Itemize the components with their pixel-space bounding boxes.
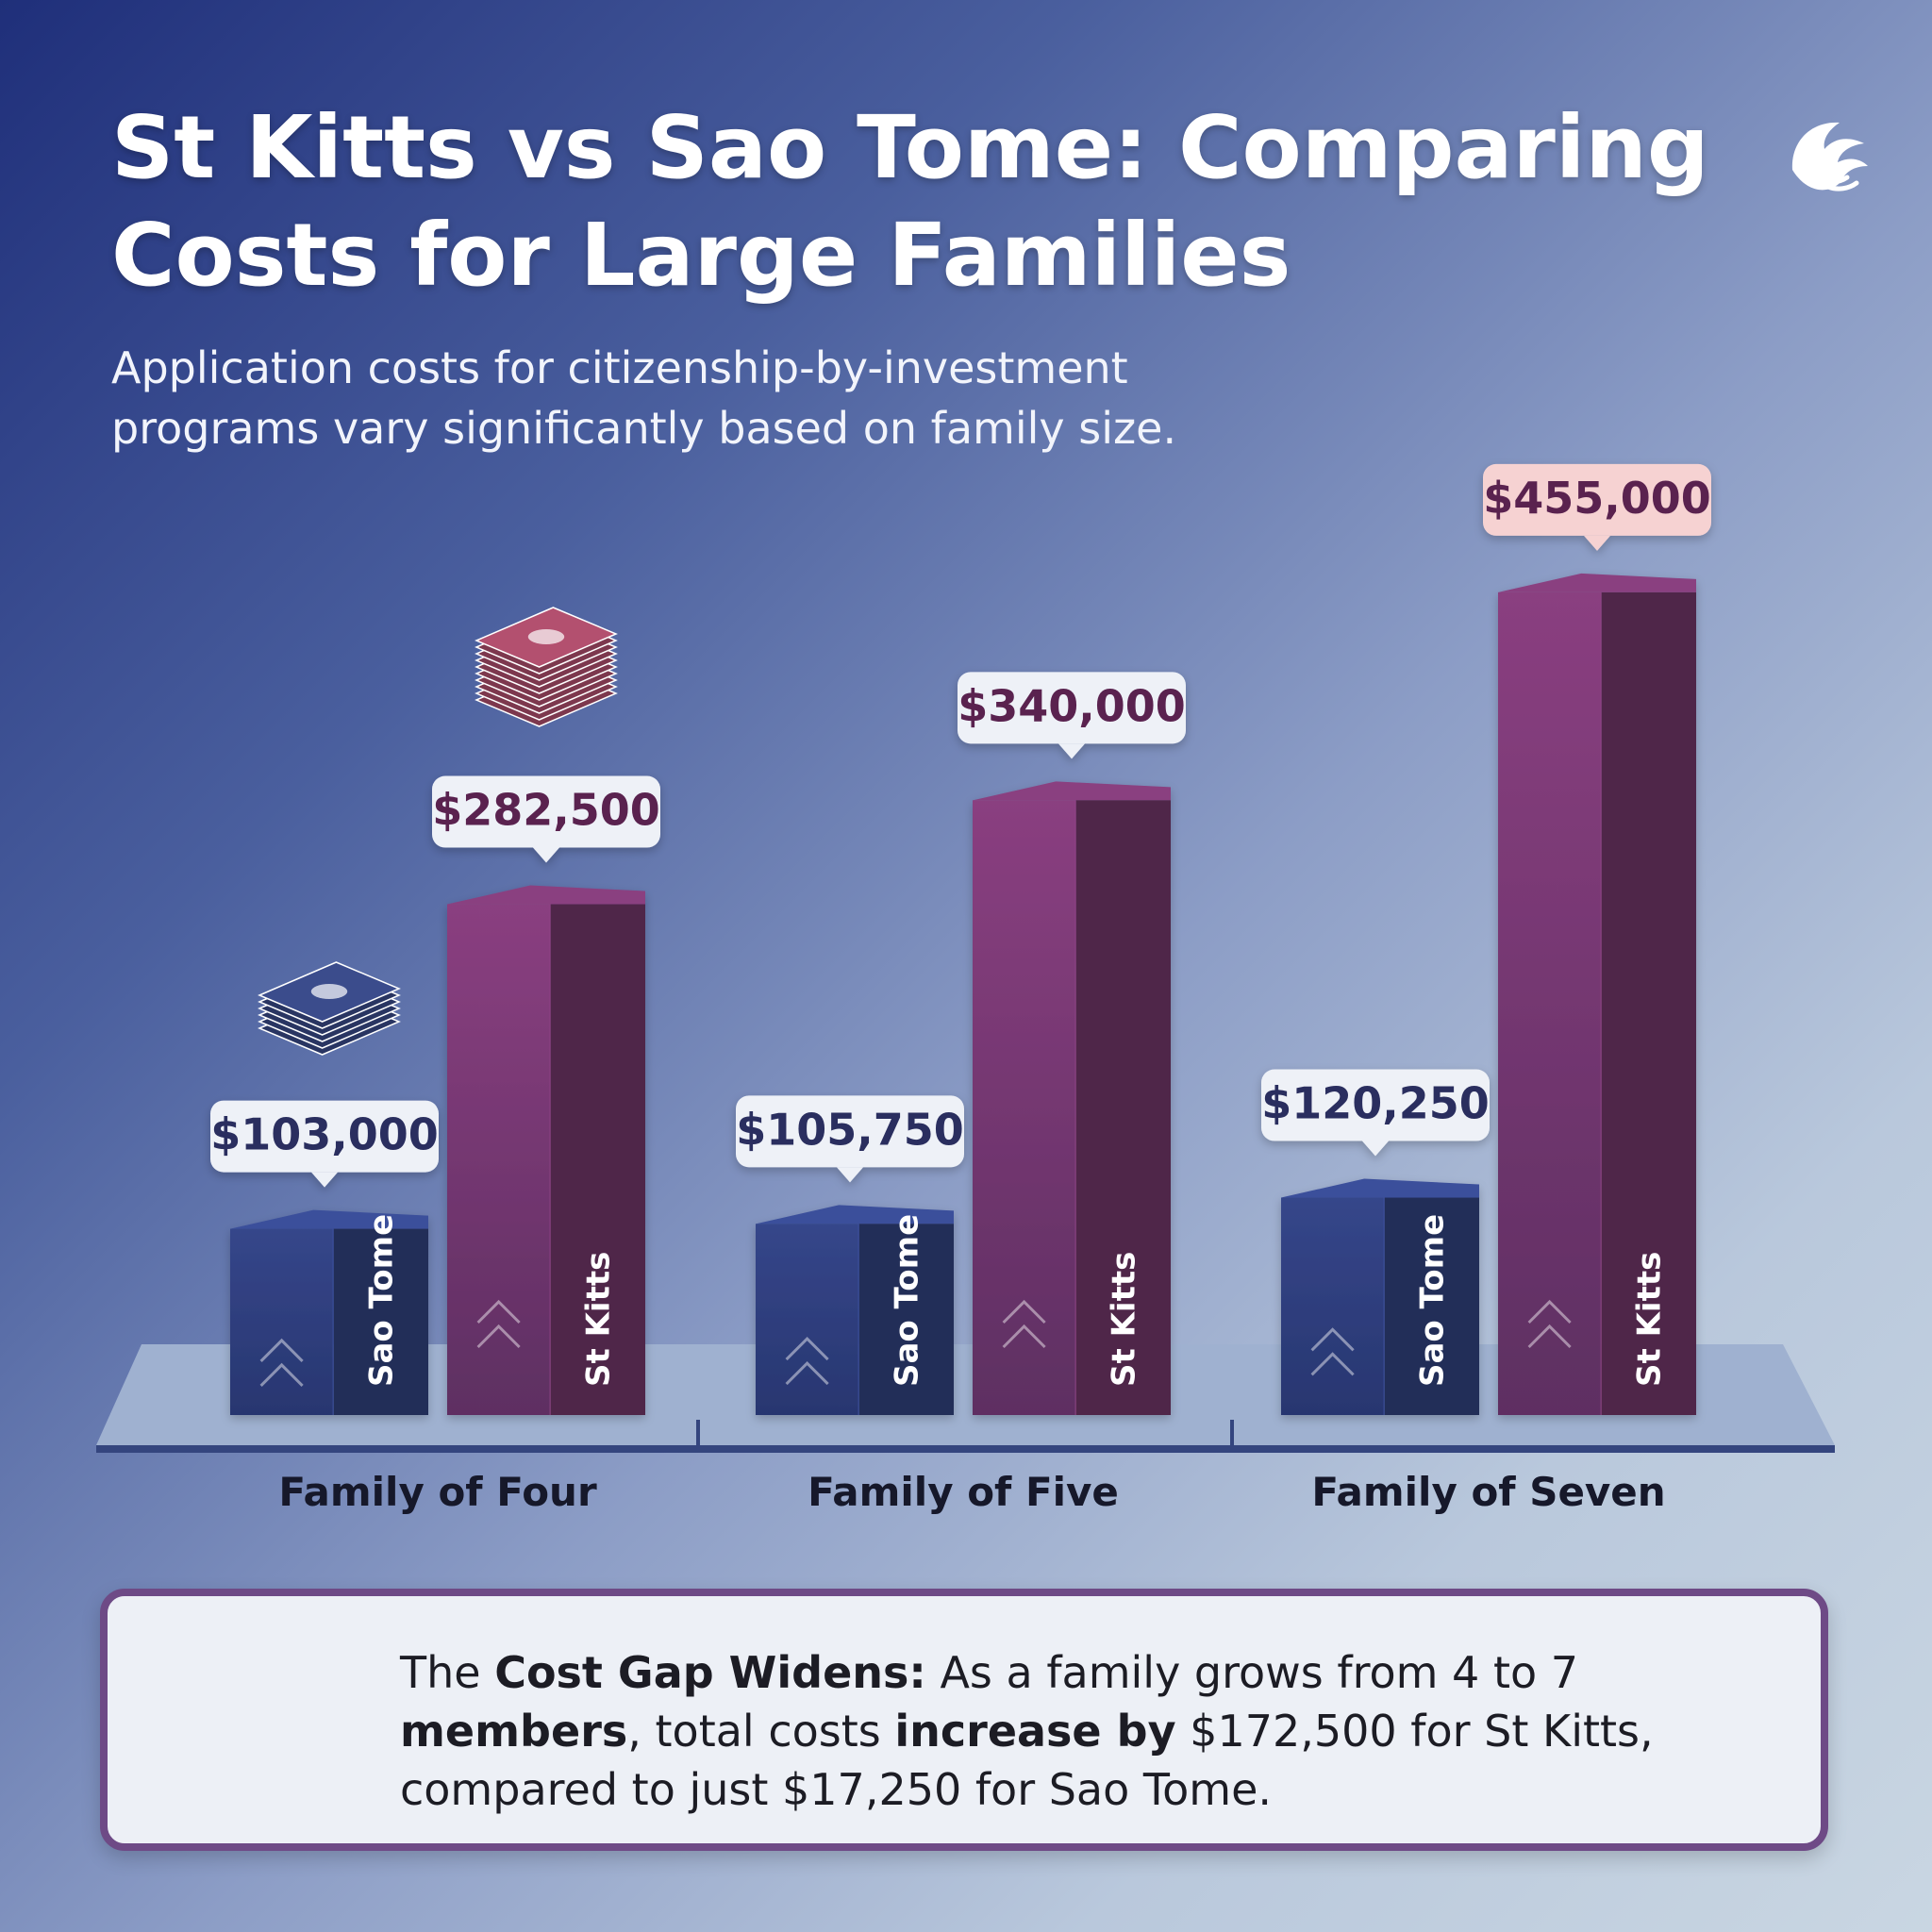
svg-text:$103,000: $103,000 [210,1109,439,1160]
chevron-up-icon [1002,1299,1046,1349]
title-line-1: St Kitts vs Sao Tome: Comparing [111,97,1709,198]
callout-bold-gap: Cost Gap Widens: [494,1647,926,1698]
bar-chart: Sao Tome St Kitts Sao Tome St Kitts Sao Tome… [96,463,1835,1515]
bar-series-label: St Kitts [1106,1252,1143,1387]
bar-st-kitts-family-of-seven: St Kitts [1498,573,1696,1415]
callout-part: The [400,1647,495,1698]
insight-callout: The Cost Gap Widens: As a family grows f… [100,1589,1828,1851]
callout-bold-increase: increase by [894,1706,1176,1757]
chart-title: St Kitts vs Sao Tome: Comparing Costs fo… [111,94,1734,309]
callout-part: $172,500 for St Kitts, compared to just … [400,1706,1654,1815]
chart-subtitle: Application costs for citizenship-by-inv… [111,338,1338,458]
chevron-up-icon [785,1336,829,1386]
callout-text: The Cost Gap Widens: As a family grows f… [400,1643,1796,1819]
callout-part: As a family grows from 4 to 7 [925,1647,1579,1698]
chevron-up-icon [1310,1327,1355,1376]
title-line-2: Costs for Large Families [111,205,1291,306]
svg-text:$120,250: $120,250 [1261,1078,1490,1129]
category-label-family-of-five: Family of Five [808,1469,1119,1515]
bar-series-label: St Kitts [580,1252,618,1387]
data-label-sao-tome-family-of-seven: $120,250 [1261,1069,1490,1157]
svg-text:$340,000: $340,000 [958,680,1186,731]
svg-text:$282,500: $282,500 [432,785,660,836]
bar-sao-tome-family-of-four: Sao Tome [230,1209,428,1415]
subtitle-line-2: programs vary significantly based on fam… [111,403,1177,454]
callout-part: , total costs [627,1706,895,1757]
data-label-sao-tome-family-of-five: $105,750 [736,1095,964,1183]
cash-stack-icon [258,961,401,1056]
wave-swirl-icon [1791,122,1868,192]
bar-sao-tome-family-of-seven: Sao Tome [1281,1178,1479,1415]
bar-series-label: Sao Tome [1414,1214,1452,1387]
data-label-st-kitts-family-of-five: $340,000 [958,672,1186,759]
bar-series-label: St Kitts [1631,1252,1669,1387]
chevron-up-icon [476,1299,521,1349]
bar-series-label: Sao Tome [363,1214,401,1387]
data-label-st-kitts-family-of-four: $282,500 [432,775,660,863]
category-label-family-of-seven: Family of Seven [1311,1469,1665,1515]
callout-bold-members: members [400,1706,628,1757]
data-label-sao-tome-family-of-four: $103,000 [210,1100,439,1188]
svg-text:$105,750: $105,750 [736,1104,964,1155]
bar-sao-tome-family-of-five: Sao Tome [756,1205,954,1415]
chevron-up-icon [259,1338,304,1387]
category-label-family-of-four: Family of Four [278,1469,597,1515]
svg-text:$455,000: $455,000 [1483,473,1711,524]
data-label-st-kitts-family-of-seven: $455,000 [1483,463,1711,551]
bar-st-kitts-family-of-four: St Kitts [447,885,645,1415]
bar-st-kitts-family-of-five: St Kitts [973,781,1171,1415]
subtitle-line-1: Application costs for citizenship-by-inv… [111,342,1128,393]
chevron-up-icon [1527,1299,1572,1349]
bar-series-label: Sao Tome [889,1214,926,1387]
cash-stack-icon [475,607,618,727]
